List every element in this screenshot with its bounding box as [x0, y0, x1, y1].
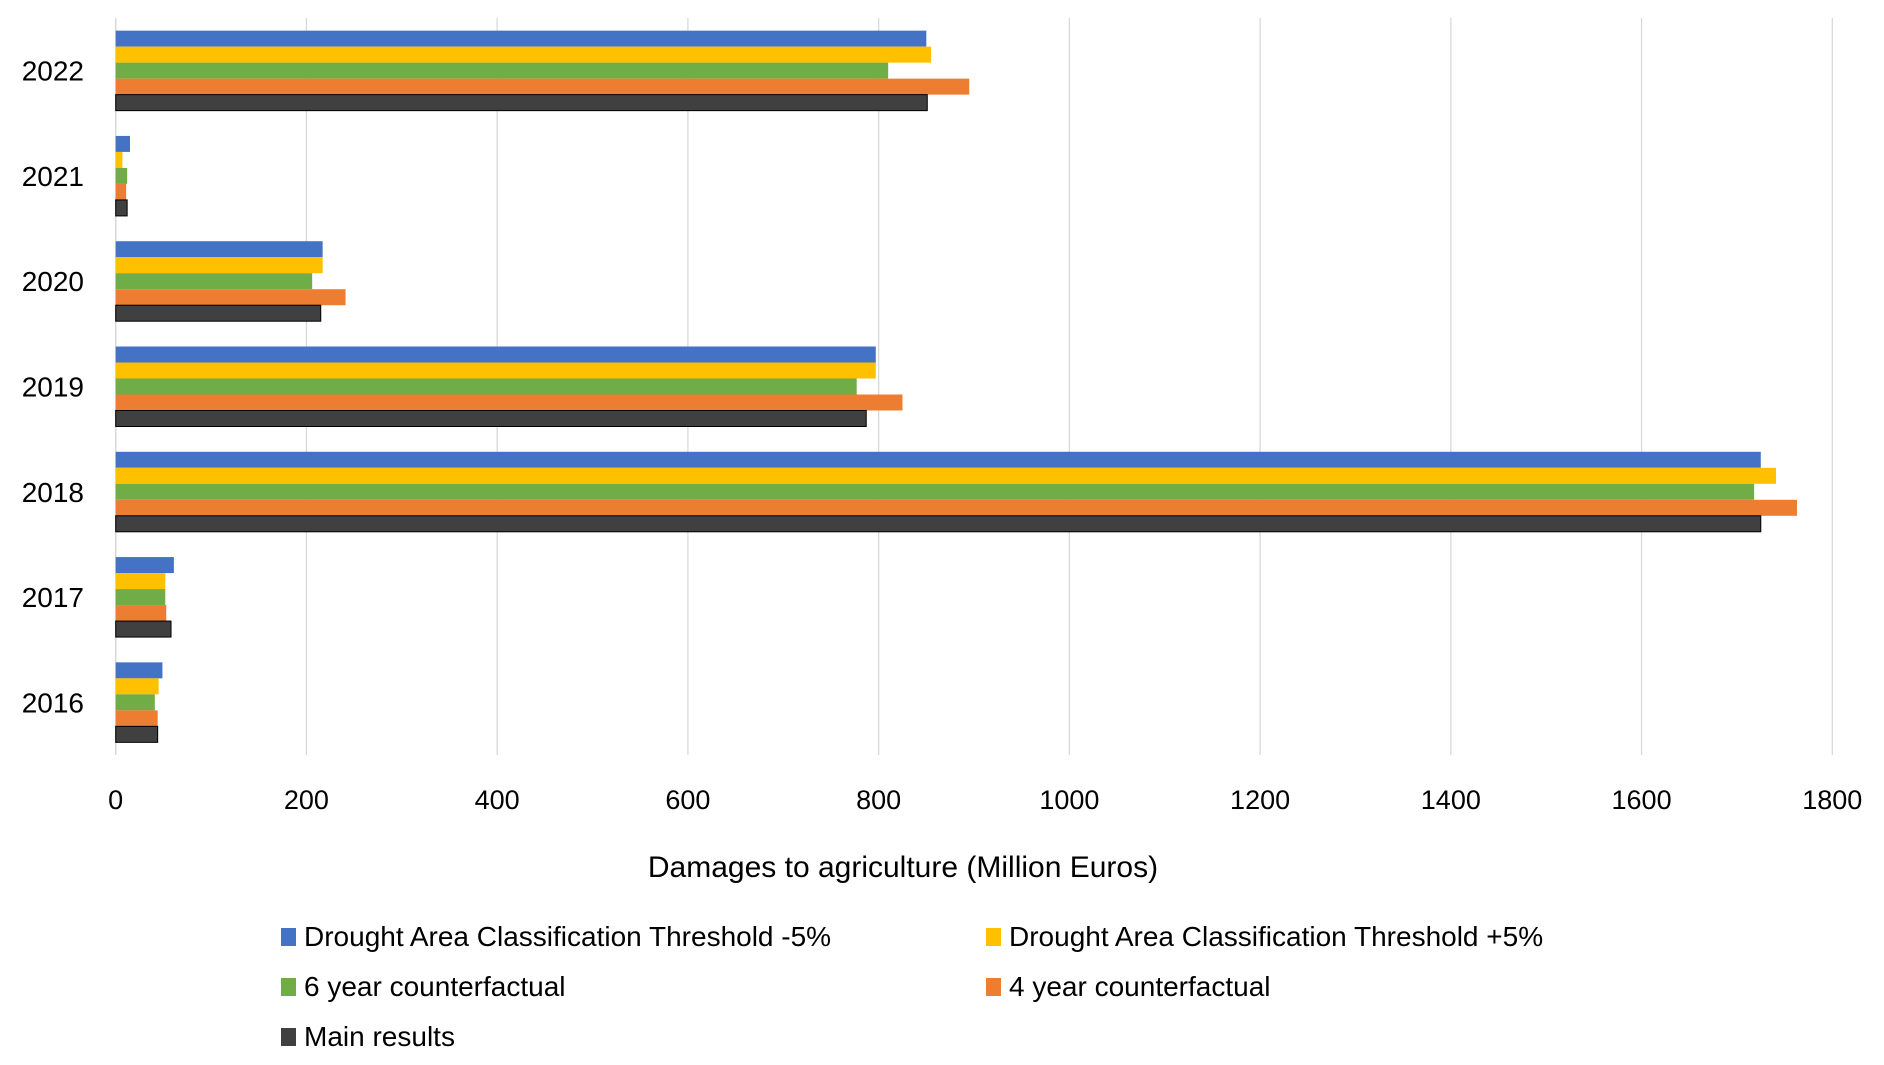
x-tick-label: 200 [284, 785, 329, 815]
x-tick-label: 1200 [1230, 785, 1290, 815]
bar [115, 515, 1762, 533]
bar [115, 78, 970, 95]
legend-label: 4 year counterfactual [1009, 971, 1271, 1002]
bar [115, 378, 857, 395]
bar [115, 289, 346, 306]
bar [115, 499, 1798, 516]
bar [115, 557, 174, 574]
x-tick-label: 1600 [1612, 785, 1672, 815]
bar [115, 94, 928, 112]
category-label: 2017 [22, 582, 84, 613]
legend-swatch [986, 978, 1001, 996]
bar [115, 151, 123, 168]
x-tick-label: 400 [475, 785, 520, 815]
category-label: 2016 [22, 687, 84, 718]
category-label: 2018 [22, 477, 84, 508]
x-tick-label: 1000 [1039, 785, 1099, 815]
bar [115, 662, 163, 679]
bar [115, 620, 172, 638]
bar [115, 725, 159, 743]
x-tick-labels: 0 200 400 600 800 1000 1200 1400 1600 1800 [108, 785, 1862, 815]
bar-group-2022 [115, 30, 970, 112]
bar [115, 605, 167, 622]
bar [115, 257, 323, 274]
bar [115, 135, 131, 152]
legend-swatch [281, 928, 296, 946]
bar [115, 183, 127, 200]
bar [115, 346, 876, 363]
x-tick-label: 800 [856, 785, 901, 815]
legend-swatch [281, 1028, 296, 1046]
bar [115, 394, 903, 411]
legend-swatch [986, 928, 1001, 946]
bar-group-2020 [115, 241, 346, 322]
bar [115, 589, 166, 606]
category-label: 2020 [22, 266, 84, 297]
bar [115, 467, 1777, 484]
x-tick-label: 600 [665, 785, 710, 815]
legend-item[interactable]: Drought Area Classification Threshold -5… [281, 921, 831, 953]
bar [115, 694, 155, 711]
legend-label: Drought Area Classification Threshold +5… [1009, 921, 1544, 952]
bar [115, 362, 876, 379]
bar [115, 710, 158, 727]
bar [115, 46, 932, 63]
legend-item[interactable]: Main results [281, 1021, 455, 1053]
bar [115, 62, 889, 79]
bar [115, 410, 867, 427]
bar [115, 678, 159, 695]
bar [115, 304, 322, 322]
legend-item[interactable]: 4 year counterfactual [986, 971, 1271, 1003]
bar [115, 241, 323, 258]
x-tick-label: 1800 [1802, 785, 1862, 815]
bar [115, 573, 166, 590]
bar-group-2019 [115, 346, 903, 427]
bar [115, 30, 927, 47]
x-tick-label: 1400 [1421, 785, 1481, 815]
bar-group-2016 [115, 662, 163, 743]
bar [115, 199, 128, 217]
legend-swatch [281, 978, 296, 996]
category-label: 2021 [22, 161, 84, 192]
x-tick-label: 0 [108, 785, 123, 815]
x-axis-title: Damages to agriculture (Million Euros) [648, 851, 1158, 884]
category-label: 2019 [22, 372, 84, 403]
legend-label: Main results [304, 1021, 455, 1052]
legend-item[interactable]: 6 year counterfactual [281, 971, 566, 1003]
category-label: 2022 [22, 56, 84, 87]
category-labels: 2022 2021 2020 2019 2018 2017 2016 [22, 56, 84, 719]
bar-group-2017 [115, 557, 174, 638]
bars [115, 30, 1798, 743]
bar [115, 167, 128, 184]
legend-label: 6 year counterfactual [304, 971, 566, 1002]
bar [115, 273, 313, 290]
legend-item[interactable]: Drought Area Classification Threshold +5… [986, 921, 1543, 953]
bar [115, 483, 1755, 500]
bar-group-2021 [115, 135, 131, 217]
bar-group-2018 [115, 451, 1798, 533]
legend-label: Drought Area Classification Threshold -5… [304, 921, 832, 952]
bar [115, 451, 1761, 468]
